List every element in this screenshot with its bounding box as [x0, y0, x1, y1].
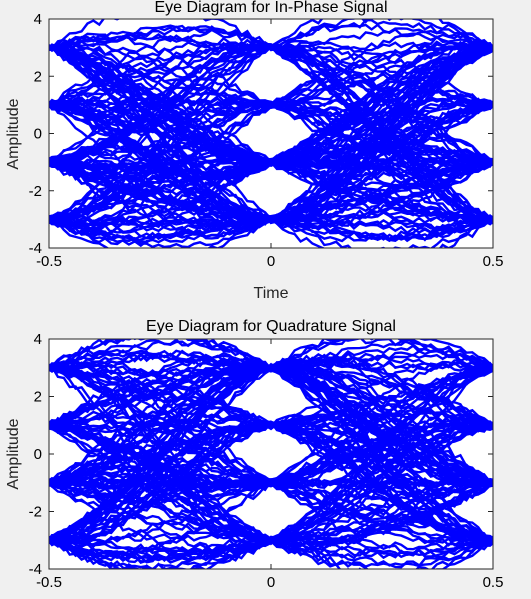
y-tick-label: -2: [29, 183, 42, 200]
eye-trace: [49, 42, 493, 183]
chart-in-phase: Eye Diagram for In-Phase Signal -4-2024 …: [5, 0, 503, 302]
x-ticks: -0.5 0 0.5: [36, 19, 503, 270]
y-tick-label: 4: [34, 331, 42, 348]
x-tick-label: 0.5: [483, 253, 504, 270]
eye-trace: [49, 99, 493, 248]
x-tick-label: 0.5: [483, 574, 504, 591]
eye-trace: [49, 422, 493, 561]
y-tick-label: 2: [34, 68, 42, 85]
x-tick-label: 0: [267, 574, 275, 591]
eye-traces: [49, 339, 493, 569]
eye-trace: [49, 419, 493, 545]
x-ticks: -0.5 0 0.5: [36, 339, 503, 591]
x-tick-label: 0: [267, 253, 275, 270]
x-axis-label: Time: [254, 285, 289, 302]
eye-trace: [49, 418, 493, 543]
eye-trace: [49, 363, 493, 543]
chart-quadrature: Eye Diagram for Quadrature Signal -4 -2 0 2…: [5, 318, 503, 591]
eye-trace: [49, 477, 493, 503]
eye-trace: [49, 402, 493, 542]
y-tick-label: -4: [29, 240, 42, 257]
eye-traces: [49, 19, 493, 248]
y-tick-label: 0: [34, 126, 42, 143]
eye-trace: [49, 363, 493, 498]
eye-trace: [49, 35, 493, 116]
y-tick-label: 2: [34, 389, 42, 406]
chart-title: Eye Diagram for In-Phase Signal: [155, 0, 388, 16]
x-tick-label: -0.5: [36, 574, 62, 591]
y-tick-label: 0: [34, 446, 42, 463]
y-axis-label: Amplitude: [5, 418, 22, 489]
eye-trace: [49, 100, 493, 223]
y-tick-label: -2: [29, 504, 42, 521]
x-tick-label: -0.5: [36, 253, 62, 270]
chart-title: Eye Diagram for Quadrature Signal: [146, 318, 396, 335]
eye-trace: [49, 422, 493, 545]
y-tick-label: 4: [34, 11, 42, 28]
eye-trace: [49, 44, 493, 167]
y-ticks: -4 -2 0 2 4: [29, 11, 493, 257]
y-ticks: -4 -2 0 2 4: [29, 331, 493, 578]
eye-trace: [49, 339, 493, 426]
eye-trace: [49, 19, 493, 165]
y-tick-label: -4: [29, 561, 42, 578]
eye-trace: [49, 357, 493, 486]
y-axis-label: Amplitude: [5, 98, 22, 169]
